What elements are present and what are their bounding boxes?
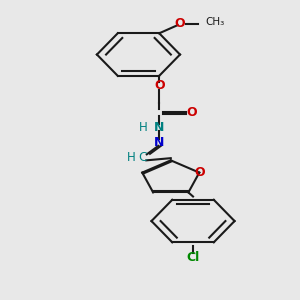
Text: O: O	[175, 17, 185, 30]
Text: O: O	[154, 79, 164, 92]
Text: N: N	[154, 121, 164, 134]
Text: C: C	[139, 151, 148, 164]
Text: H: H	[127, 151, 136, 164]
Text: Cl: Cl	[186, 251, 200, 264]
Text: N: N	[154, 136, 164, 149]
Text: O: O	[186, 106, 197, 119]
Text: CH₃: CH₃	[206, 17, 225, 27]
Text: H: H	[139, 121, 148, 134]
Text: O: O	[194, 166, 205, 179]
